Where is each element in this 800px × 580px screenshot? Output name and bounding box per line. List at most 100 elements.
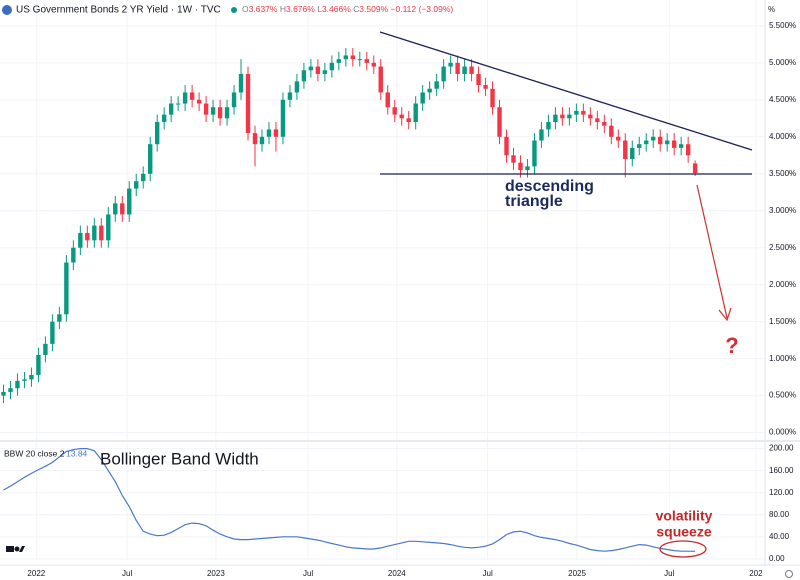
indicator-line xyxy=(3,448,696,552)
candle-body xyxy=(106,214,111,241)
x-tick-label: Jul xyxy=(483,569,493,578)
candle-body xyxy=(497,107,502,137)
candle-body xyxy=(413,103,418,123)
candle-body xyxy=(678,144,684,148)
candle-body xyxy=(651,136,656,141)
candle-body xyxy=(483,85,488,89)
candle-body xyxy=(574,110,579,115)
candle-body xyxy=(504,136,509,156)
candle-body xyxy=(518,162,523,171)
candle-body xyxy=(85,232,90,241)
candle-body xyxy=(231,92,237,108)
candle-body xyxy=(161,114,167,123)
indicator-label: Bollinger Band Width xyxy=(100,449,259,468)
candle-body xyxy=(490,88,495,108)
ohlc-label: O xyxy=(242,4,249,14)
squeeze-circle xyxy=(659,540,707,558)
candle-body xyxy=(602,122,607,126)
candle-body xyxy=(448,62,453,67)
pattern-label: triangle xyxy=(505,193,563,210)
candle-body xyxy=(399,114,404,119)
candle-body xyxy=(532,140,537,167)
candle-body xyxy=(336,59,342,63)
candle-body xyxy=(259,136,265,145)
candle-body xyxy=(434,81,439,89)
candle-body xyxy=(29,374,34,380)
candle-body xyxy=(43,343,48,355)
squeeze-label: squeeze xyxy=(656,524,711,540)
candle-body xyxy=(511,155,516,163)
candle-body xyxy=(588,114,593,119)
change: −0.112 (−3.09%) xyxy=(391,4,454,14)
y-tick-label: 0.500% xyxy=(769,391,796,400)
ohlc-label: L xyxy=(317,4,322,14)
candle-body xyxy=(609,125,614,137)
x-tick-label: Jul xyxy=(303,569,313,578)
marks xyxy=(1,48,698,552)
candle-body xyxy=(525,166,530,171)
candle-body xyxy=(210,107,216,115)
settings-icon[interactable] xyxy=(785,570,793,578)
status-dot xyxy=(231,7,237,13)
candle-body xyxy=(322,70,328,74)
candle-body xyxy=(266,129,272,137)
candle-body xyxy=(15,380,20,389)
candle-body xyxy=(406,118,411,123)
candle-body xyxy=(462,66,467,74)
candle-body xyxy=(455,62,460,74)
candle-body xyxy=(120,203,125,215)
candle-body xyxy=(8,388,13,392)
candle-body xyxy=(78,232,83,248)
candle-body xyxy=(420,92,425,104)
ohlc-value: 3.676% xyxy=(286,4,315,14)
candle-body xyxy=(36,354,41,375)
candle-body xyxy=(637,144,642,148)
candle-body xyxy=(141,173,146,182)
y-tick-label: 200.00 xyxy=(769,444,794,453)
candle-body xyxy=(539,129,544,141)
symbol-title: US Government Bonds 2 YR Yield · 1W · TV… xyxy=(16,5,221,16)
candle-body xyxy=(203,103,209,115)
candle-body xyxy=(148,144,153,174)
indicator-value: 13.84 xyxy=(66,448,88,458)
y-tick-label: 1.500% xyxy=(769,317,796,326)
indicator-name: BBW 20 close 2 xyxy=(4,448,65,458)
candle-body xyxy=(469,66,474,74)
y-tick-label: 4.000% xyxy=(769,132,796,141)
y-tick-label: 120.00 xyxy=(769,488,794,497)
candle-body xyxy=(127,188,132,215)
candle-body xyxy=(1,391,6,396)
candle-body xyxy=(71,247,76,263)
x-tick-label: 202 xyxy=(749,569,763,578)
candle-body xyxy=(595,118,600,123)
y-tick-label: 5.500% xyxy=(769,21,796,30)
x-tick-label: 2025 xyxy=(568,569,586,578)
ohlc-header: O3.637% H3.676% L3.466% C3.509% −0.112 (… xyxy=(242,4,453,14)
candle-body xyxy=(315,66,321,74)
x-tick-label: Jul xyxy=(664,569,674,578)
candle-body xyxy=(245,73,251,134)
ohlc-value: 3.466% xyxy=(322,4,351,14)
candle-body xyxy=(658,136,663,145)
ohlc-value: 3.509% xyxy=(359,4,388,14)
ohlc-label: C xyxy=(353,4,359,14)
candle-body xyxy=(196,99,202,104)
candle-body xyxy=(692,163,698,174)
candle-body xyxy=(671,140,677,148)
y-tick-label: 0.00 xyxy=(769,554,785,563)
candle-body xyxy=(175,103,181,105)
candle-body xyxy=(664,140,670,145)
candle-body xyxy=(581,110,586,115)
candle-body xyxy=(630,147,635,159)
candle-body xyxy=(273,129,279,137)
projection-arrow xyxy=(696,184,728,319)
candle-body xyxy=(308,66,314,71)
candle-body xyxy=(182,92,188,104)
candle-body xyxy=(301,70,307,82)
candle-body xyxy=(113,203,118,215)
candle-body xyxy=(189,92,195,100)
candle-body xyxy=(224,107,230,119)
candle-body xyxy=(64,262,69,315)
resistance-trendline xyxy=(379,31,753,151)
x-tick-label: Jul xyxy=(122,569,132,578)
